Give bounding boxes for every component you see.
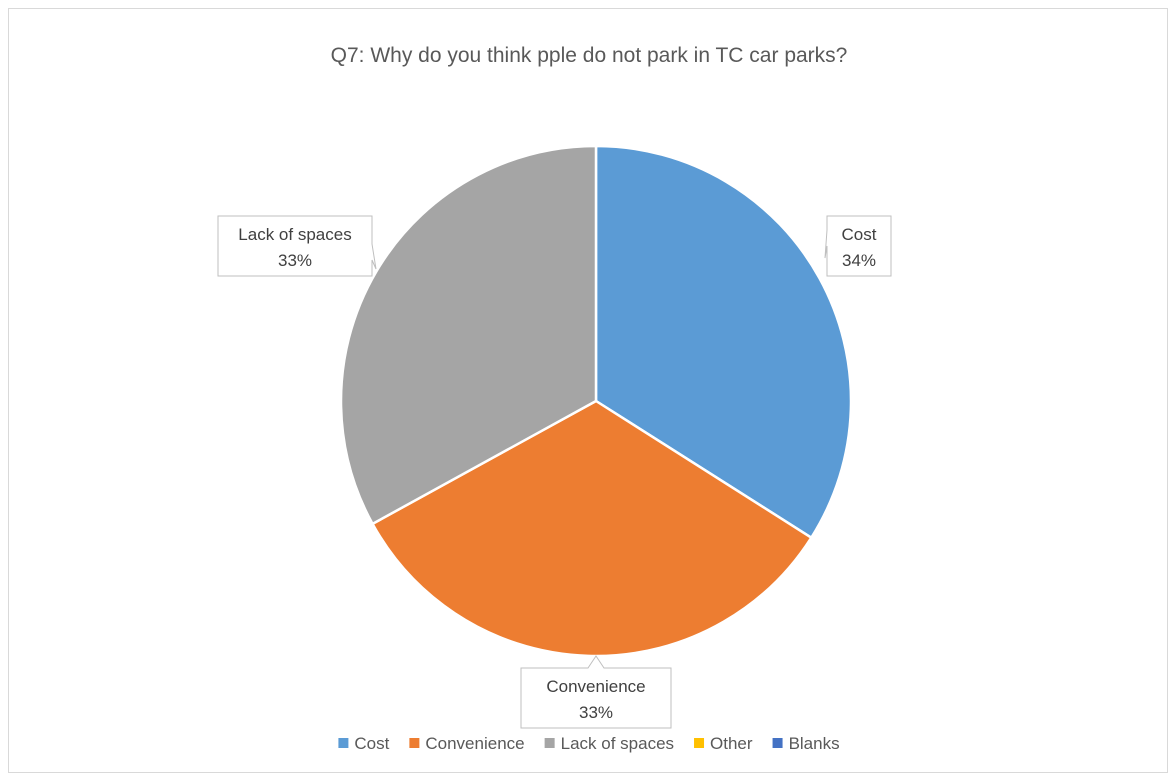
legend-item-blanks: Blanks <box>772 734 840 753</box>
legend-item-lack-of-spaces: Lack of spaces <box>544 734 674 753</box>
legend-label: Blanks <box>789 734 840 753</box>
data-label-lack-of-spaces: Lack of spaces 33% <box>217 215 377 277</box>
legend-swatch <box>544 738 555 748</box>
data-label-category: Convenience <box>546 677 645 696</box>
legend-swatch <box>772 738 783 748</box>
data-label-box <box>824 215 892 277</box>
data-label-category: Lack of spaces <box>238 225 351 244</box>
legend-label: Lack of spaces <box>561 734 674 753</box>
data-label-percent: 34% <box>842 251 876 270</box>
data-label-percent: 33% <box>579 703 613 722</box>
pie-slice-lack-of-spaces <box>339 144 598 526</box>
legend-item-other: Other <box>694 734 753 753</box>
legend: Cost Convenience Lack of spaces Other Blanks <box>338 734 840 753</box>
legend-label: Cost <box>354 734 389 753</box>
chart-area: Q7: Why do you think pple do not park in… <box>8 8 1168 773</box>
legend-item-cost: Cost <box>338 734 390 753</box>
pie-slice-cost <box>594 144 853 540</box>
pie-chart: Q7: Why do you think pple do not park in… <box>217 44 892 753</box>
legend-label: Convenience <box>425 734 524 753</box>
legend-item-convenience: Convenience <box>409 734 525 753</box>
legend-swatch <box>338 738 349 748</box>
legend-swatch <box>694 738 705 748</box>
data-label-box <box>217 215 377 277</box>
legend-label: Other <box>710 734 753 753</box>
data-label-cost: Cost 34% <box>824 215 892 277</box>
data-label-convenience: Convenience 33% <box>520 655 672 729</box>
data-label-category: Cost <box>842 225 877 244</box>
data-labels: Cost 34% Convenience 33% Lack of spaces 33% <box>217 215 892 729</box>
data-label-box <box>520 655 672 729</box>
chart-title: Q7: Why do you think pple do not park in… <box>331 44 848 67</box>
pie-slices <box>339 144 853 658</box>
data-label-percent: 33% <box>278 251 312 270</box>
legend-swatch <box>409 738 420 748</box>
